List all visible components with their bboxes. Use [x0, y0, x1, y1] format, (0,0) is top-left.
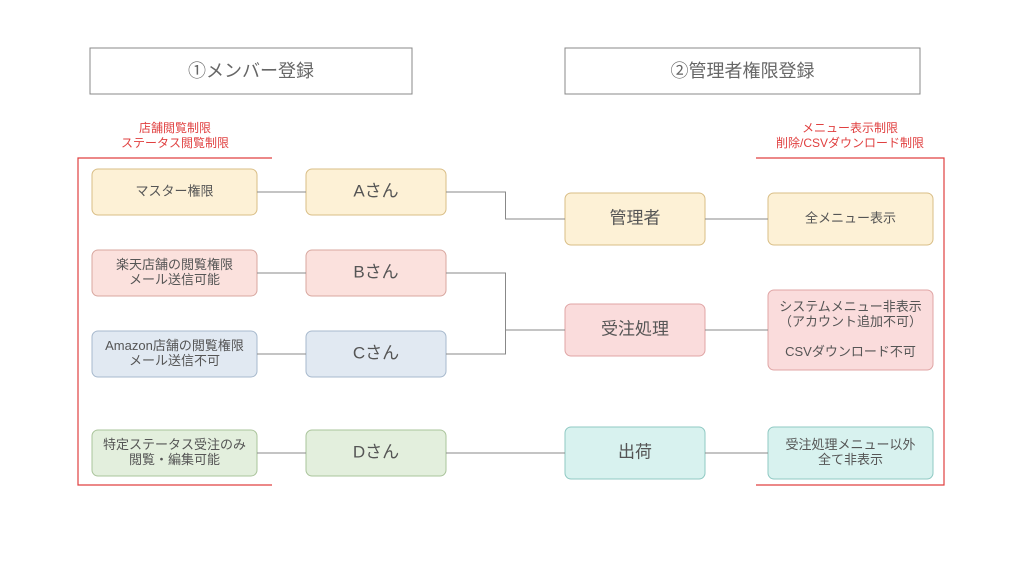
bracket-title: ステータス閲覧制限	[121, 136, 229, 150]
role-g0-label: 管理者	[610, 208, 661, 227]
restriction-r3-label: 閲覧・編集可能	[129, 452, 220, 467]
connector	[446, 330, 565, 354]
restriction-r3-label: 特定ステータス受注のみ	[103, 437, 246, 452]
menu-m2-label: 受注処理メニュー以外	[785, 437, 915, 452]
menu-m1-label: システムメニュー非表示	[779, 299, 922, 314]
menu-m2-label: 全て非表示	[818, 452, 883, 467]
restriction-r2-label: Amazon店舗の閲覧権限	[105, 338, 244, 353]
menu-m1-label: （アカウント追加不可）	[779, 314, 922, 329]
menu-m1-label: CSVダウンロード不可	[785, 344, 916, 359]
connector	[446, 192, 565, 219]
restriction-r2-label: メール送信不可	[129, 353, 220, 368]
role-g2-label: 出荷	[618, 442, 652, 461]
bracket-title: 削除/CSVダウンロード制限	[776, 135, 924, 150]
person-p0-label: Aさん	[353, 181, 398, 200]
person-p1-label: Bさん	[353, 262, 398, 281]
role-g1-label: 受注処理	[601, 319, 669, 338]
restriction-r1-label: 楽天店舗の閲覧権限	[116, 257, 233, 272]
connector	[446, 273, 565, 330]
restriction-r1-label: メール送信可能	[129, 272, 220, 287]
bracket-title: 店舗閲覧制限	[139, 121, 211, 135]
diagram-canvas: ①メンバー登録 ②管理者権限登録店舗閲覧制限ステータス閲覧制限 メニュー表示制限削除…	[0, 0, 1024, 576]
restriction-r0-label: マスター権限	[135, 183, 213, 198]
header-label-right: ②管理者権限登録	[671, 61, 815, 81]
bracket-title: メニュー表示制限	[802, 121, 898, 135]
person-p2-label: Cさん	[353, 343, 399, 362]
menu-m0-label: 全メニュー表示	[805, 210, 896, 225]
header-label-left: ①メンバー登録	[188, 61, 314, 81]
person-p3-label: Dさん	[353, 442, 399, 461]
